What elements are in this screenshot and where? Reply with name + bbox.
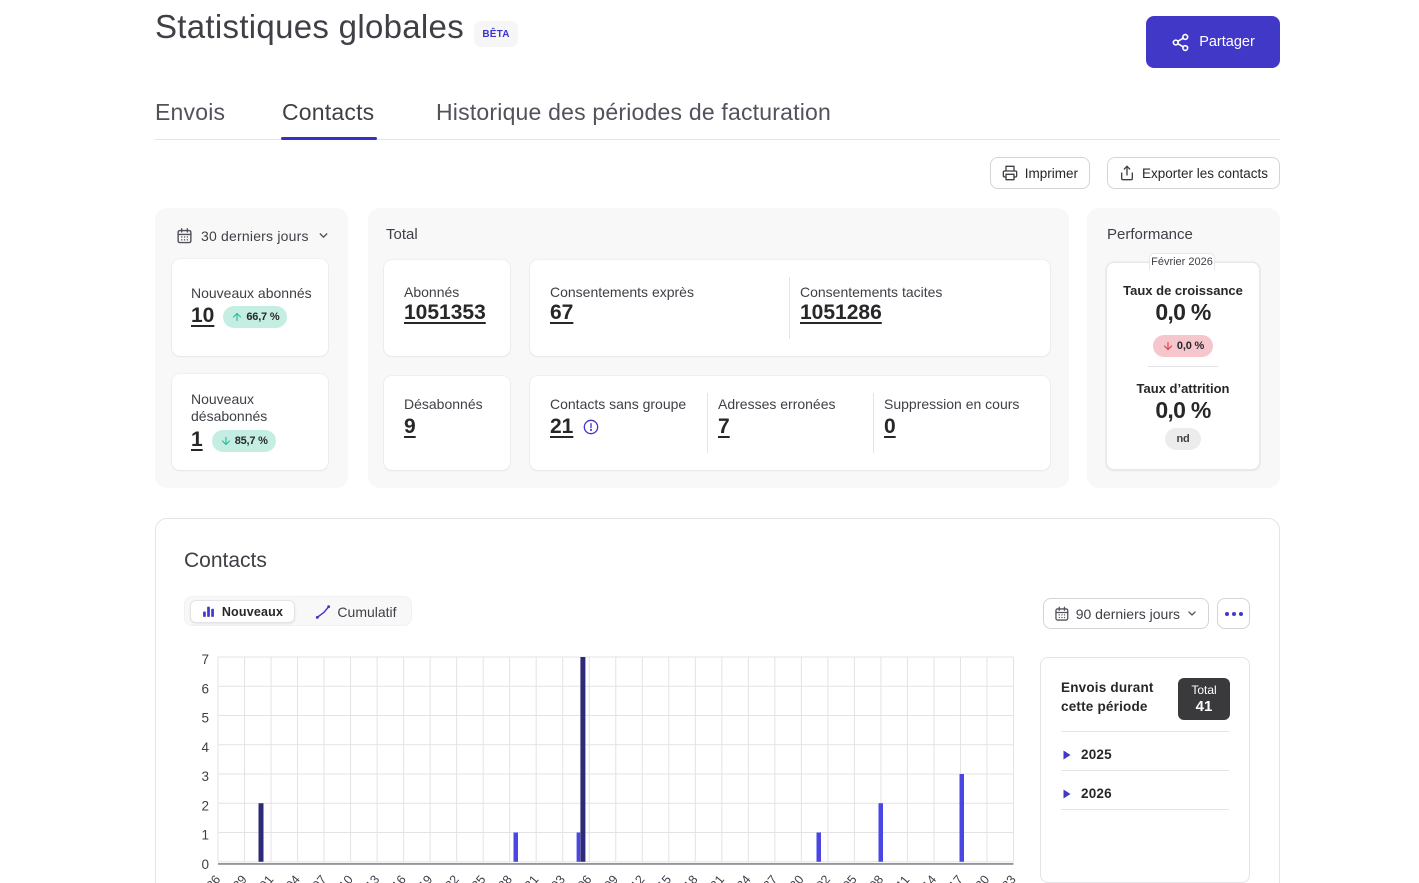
svg-text:3: 3 — [201, 769, 209, 784]
svg-text:10: 10 — [336, 873, 356, 883]
svg-text:18: 18 — [681, 873, 701, 883]
svg-text:21: 21 — [707, 873, 727, 883]
svg-text:23: 23 — [999, 873, 1019, 883]
svg-text:16: 16 — [389, 873, 409, 883]
svg-text:31: 31 — [522, 873, 542, 883]
svg-text:12: 12 — [628, 873, 648, 883]
svg-text:22: 22 — [442, 873, 462, 883]
svg-text:06: 06 — [575, 873, 595, 883]
svg-text:29: 29 — [230, 873, 250, 883]
svg-text:15: 15 — [654, 873, 674, 883]
svg-text:19: 19 — [416, 873, 436, 883]
svg-text:24: 24 — [734, 873, 754, 883]
svg-text:09: 09 — [601, 873, 621, 883]
svg-text:5: 5 — [201, 711, 209, 726]
svg-text:30: 30 — [787, 873, 807, 883]
svg-text:03: 03 — [548, 873, 568, 883]
svg-text:6: 6 — [201, 681, 209, 696]
svg-text:07: 07 — [310, 873, 330, 883]
svg-text:14: 14 — [920, 873, 940, 883]
svg-text:08: 08 — [867, 873, 887, 883]
svg-text:11: 11 — [893, 873, 912, 883]
svg-text:0: 0 — [201, 857, 209, 872]
svg-text:05: 05 — [840, 873, 860, 883]
svg-text:27: 27 — [760, 873, 780, 883]
svg-text:02: 02 — [814, 873, 834, 883]
svg-text:7: 7 — [201, 652, 209, 667]
svg-text:04: 04 — [283, 873, 303, 883]
svg-text:17: 17 — [946, 873, 966, 883]
svg-text:2: 2 — [201, 798, 209, 813]
svg-text:4: 4 — [201, 740, 209, 755]
svg-text:28: 28 — [495, 873, 515, 883]
svg-text:01: 01 — [257, 873, 277, 883]
svg-text:13: 13 — [363, 873, 383, 883]
svg-text:1: 1 — [201, 828, 209, 843]
svg-text:25: 25 — [469, 873, 489, 883]
svg-text:20: 20 — [973, 873, 993, 883]
svg-text:26: 26 — [204, 873, 224, 883]
